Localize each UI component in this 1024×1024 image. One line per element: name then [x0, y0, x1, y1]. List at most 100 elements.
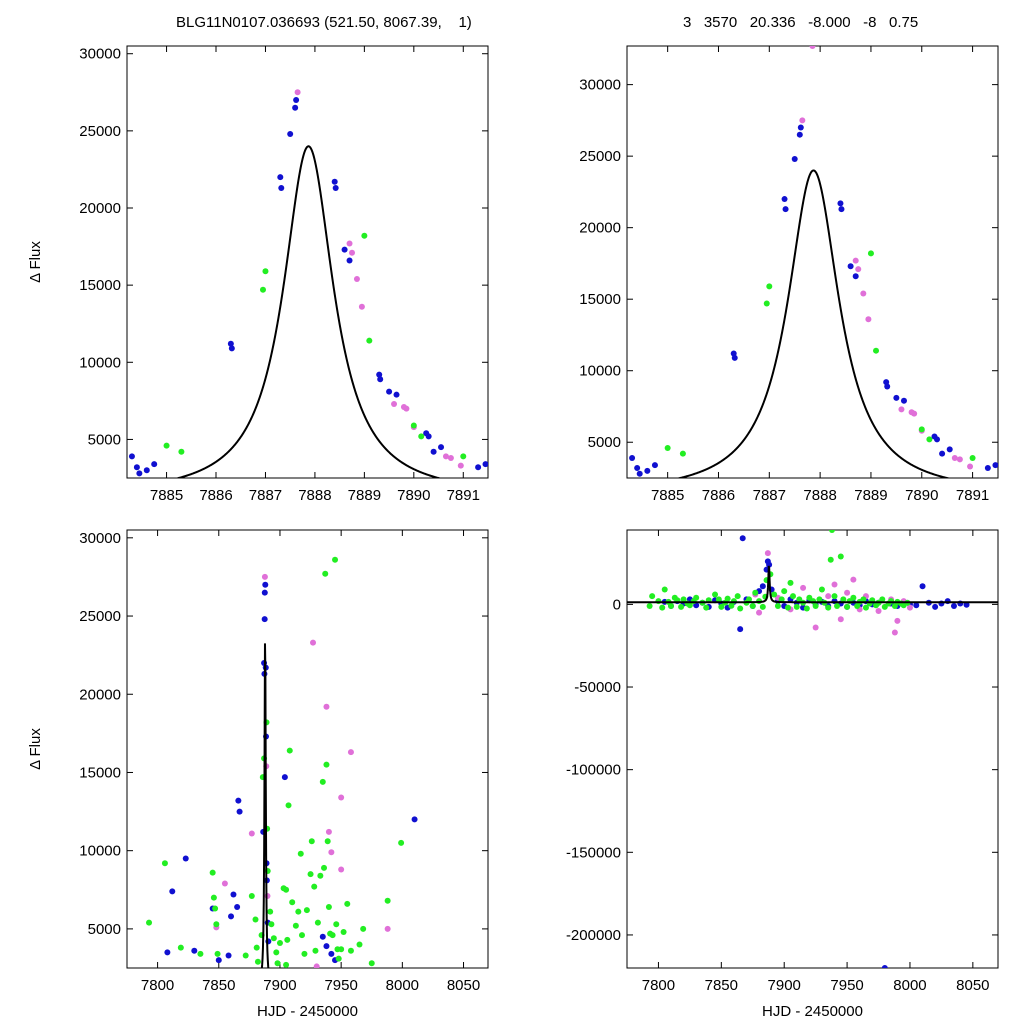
- y-tick-label: -50000: [574, 679, 621, 696]
- data-point-green: [926, 436, 933, 443]
- data-point-blue: [934, 436, 941, 443]
- data-point-blue: [737, 626, 744, 633]
- data-point-green: [803, 605, 810, 612]
- y-tick-label: 15000: [79, 277, 121, 294]
- panel-bottom-right: -200000 -150000 -100000 -50000 0 7800 7850 7900…: [566, 529, 999, 1020]
- data-point-blue: [164, 949, 171, 956]
- data-point-green: [285, 802, 292, 809]
- data-point-green: [197, 950, 204, 957]
- x-tick-label: 7891: [956, 487, 989, 504]
- data-point-green: [274, 960, 281, 967]
- data-point-magenta: [338, 794, 345, 801]
- data-point-magenta: [831, 581, 838, 588]
- plot-area: [128, 89, 488, 478]
- panel-top-right: 5000 10000 15000 20000 25000 30000 7885 7886 788…: [579, 45, 999, 504]
- y-tick-label: 25000: [579, 148, 621, 165]
- data-point-blue: [262, 581, 269, 588]
- data-point-green: [678, 603, 685, 610]
- data-point-magenta: [799, 117, 806, 124]
- data-point-green: [766, 283, 773, 290]
- data-point-blue: [293, 97, 300, 103]
- data-point-blue: [796, 131, 803, 138]
- data-point-magenta: [967, 463, 974, 470]
- data-point-green: [850, 594, 857, 601]
- data-point-magenta: [764, 550, 771, 557]
- x-tick-label: 7850: [202, 977, 235, 994]
- data-point-green: [298, 932, 305, 939]
- data-point-green: [333, 921, 340, 928]
- x-tick-label: 7888: [298, 487, 331, 504]
- data-point-green: [368, 960, 375, 967]
- data-point-green: [267, 908, 274, 915]
- x-tick-label: 7900: [263, 977, 296, 994]
- x-axis-label: HJD - 2450000: [257, 1003, 358, 1020]
- data-point-blue: [133, 464, 140, 471]
- data-point-green: [276, 939, 283, 946]
- y-tick-label: -100000: [566, 762, 621, 779]
- data-point-blue: [225, 952, 232, 959]
- data-point-blue: [331, 178, 338, 185]
- panel-bottom-left: 5000 10000 15000 20000 25000 30000 7800 7850 790…: [27, 529, 489, 1020]
- y-axis-label: Δ Flux: [27, 728, 44, 770]
- plot-frame: [626, 45, 999, 479]
- x-tick-label: 7885: [651, 487, 684, 504]
- y-tick-label: -150000: [566, 844, 621, 861]
- x-tick-label: 7800: [141, 977, 174, 994]
- data-point-green: [860, 596, 867, 603]
- data-point-blue: [376, 371, 383, 378]
- data-point-green: [283, 886, 290, 893]
- data-point-green: [879, 596, 886, 603]
- data-point-green: [340, 929, 347, 936]
- y-tick-label: 10000: [79, 354, 121, 371]
- data-point-green: [686, 602, 693, 609]
- data-point-magenta: [323, 703, 330, 710]
- data-point-magenta: [825, 593, 832, 600]
- data-point-blue: [893, 394, 900, 401]
- data-point-magenta: [875, 607, 882, 614]
- data-point-green: [818, 586, 825, 593]
- data-point-green: [715, 596, 722, 603]
- data-point-green: [661, 586, 668, 593]
- x-tick-label: 7887: [249, 487, 282, 504]
- x-tick-label: 7891: [447, 487, 480, 504]
- data-point-blue: [234, 903, 241, 910]
- data-point-green: [828, 530, 835, 533]
- data-point-green: [812, 603, 819, 610]
- data-point-green: [784, 604, 791, 611]
- data-point-blue: [900, 397, 907, 404]
- data-point-blue: [281, 774, 288, 781]
- data-point-blue: [261, 589, 268, 596]
- data-point-green: [177, 944, 184, 951]
- y-tick-label: 20000: [79, 200, 121, 217]
- data-point-magenta: [328, 849, 335, 856]
- data-point-magenta: [457, 462, 464, 469]
- data-point-green: [460, 453, 467, 460]
- data-point-green: [289, 899, 296, 906]
- data-point-green: [734, 593, 741, 600]
- data-point-green: [322, 570, 329, 577]
- plot-frame: [126, 529, 489, 969]
- data-point-green: [649, 593, 656, 600]
- data-point-blue: [261, 616, 268, 623]
- model-curve: [174, 145, 443, 478]
- data-point-green: [759, 603, 766, 610]
- x-tick-label: 7889: [854, 487, 887, 504]
- header-right-title: 3 3570 20.336 -8.000 -8 0.75: [683, 14, 919, 31]
- data-point-magenta: [310, 639, 317, 646]
- data-point-blue: [791, 156, 798, 163]
- data-point-blue: [629, 454, 636, 461]
- data-point-green: [335, 955, 342, 962]
- data-point-green: [312, 947, 319, 954]
- y-tick-label: 10000: [579, 363, 621, 380]
- data-point-blue: [278, 184, 285, 191]
- data-point-blue: [227, 340, 234, 347]
- data-point-blue: [182, 855, 189, 862]
- data-point-green: [248, 893, 255, 900]
- data-point-magenta: [313, 963, 320, 968]
- data-point-green: [307, 871, 314, 878]
- y-tick-label: 30000: [79, 530, 121, 547]
- panel-top-left: 5000 10000 15000 20000 25000 30000 7885 7886 788…: [27, 45, 489, 504]
- data-point-green: [840, 596, 847, 603]
- y-tick-label: 5000: [588, 434, 621, 451]
